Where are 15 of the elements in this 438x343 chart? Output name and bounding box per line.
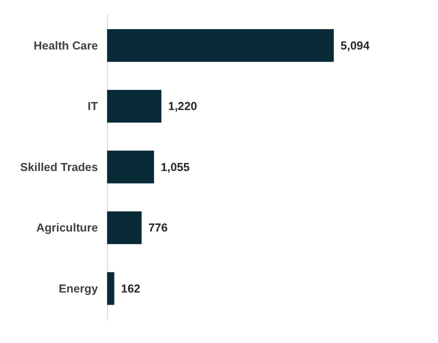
bar xyxy=(107,90,162,123)
bar xyxy=(107,29,334,62)
data-label: 776 xyxy=(148,222,168,235)
y-tick-label: Health Care xyxy=(34,40,98,52)
data-label: 1,220 xyxy=(168,101,198,114)
y-tick-label: IT xyxy=(88,101,98,114)
y-tick-label: Energy xyxy=(58,283,98,296)
y-tick-label: Agriculture xyxy=(36,222,98,235)
y-tick-label: Skilled Trades xyxy=(20,162,98,174)
data-label: 162 xyxy=(121,283,140,296)
bar xyxy=(107,211,142,244)
bar xyxy=(107,272,114,305)
bar xyxy=(107,150,154,184)
data-label: 1,055 xyxy=(160,162,190,174)
data-label: 5,094 xyxy=(340,40,370,52)
